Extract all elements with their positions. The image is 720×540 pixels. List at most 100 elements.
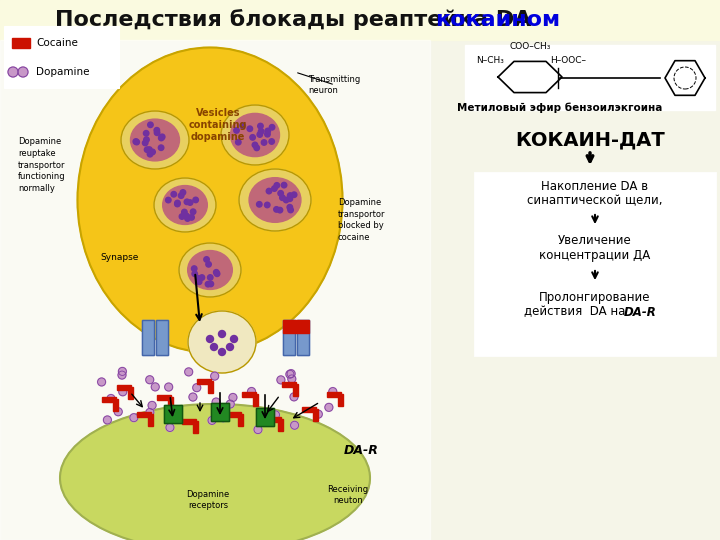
Ellipse shape <box>278 191 284 196</box>
Ellipse shape <box>204 256 210 262</box>
Ellipse shape <box>185 216 190 221</box>
Ellipse shape <box>158 135 164 141</box>
Ellipse shape <box>121 111 189 169</box>
Ellipse shape <box>107 395 115 402</box>
Ellipse shape <box>193 197 199 202</box>
Ellipse shape <box>171 192 176 197</box>
Ellipse shape <box>277 376 285 384</box>
Ellipse shape <box>188 251 233 289</box>
Ellipse shape <box>118 367 127 375</box>
Ellipse shape <box>150 149 156 154</box>
Ellipse shape <box>179 193 184 198</box>
Ellipse shape <box>199 275 204 280</box>
Text: DA-R: DA-R <box>624 306 657 319</box>
Ellipse shape <box>187 200 193 205</box>
Ellipse shape <box>247 126 253 131</box>
Bar <box>164 405 182 423</box>
Ellipse shape <box>147 147 152 152</box>
Ellipse shape <box>210 343 217 350</box>
Bar <box>4 26 119 88</box>
Bar <box>278 419 283 431</box>
Ellipse shape <box>166 197 171 203</box>
Bar <box>157 395 171 400</box>
Ellipse shape <box>154 127 160 133</box>
Bar <box>113 399 118 411</box>
Bar <box>208 381 213 393</box>
Text: Dopamine: Dopamine <box>36 67 89 77</box>
Ellipse shape <box>163 186 207 225</box>
Ellipse shape <box>196 275 201 281</box>
Ellipse shape <box>265 131 270 137</box>
Ellipse shape <box>325 403 333 411</box>
Ellipse shape <box>219 414 228 422</box>
Text: Пролонгирование: Пролонгирование <box>539 291 651 303</box>
Ellipse shape <box>190 209 196 214</box>
Ellipse shape <box>284 197 289 202</box>
Text: действия  DA на: действия DA на <box>524 306 629 319</box>
Text: Transmitting
neuron: Transmitting neuron <box>308 75 360 96</box>
Ellipse shape <box>279 195 285 200</box>
Bar <box>256 408 274 426</box>
Ellipse shape <box>148 401 156 409</box>
Ellipse shape <box>254 426 262 434</box>
Bar <box>283 320 295 355</box>
Ellipse shape <box>266 188 271 194</box>
Ellipse shape <box>192 266 197 271</box>
Text: Увеличение: Увеличение <box>558 234 632 247</box>
Bar <box>168 397 173 409</box>
Text: H–OOC–: H–OOC– <box>550 56 586 65</box>
Bar <box>117 385 131 390</box>
Ellipse shape <box>229 394 237 401</box>
Ellipse shape <box>212 398 220 406</box>
Text: Последствия блокады реаптейка DA: Последствия блокады реаптейка DA <box>55 10 539 30</box>
Ellipse shape <box>256 201 262 207</box>
Ellipse shape <box>192 271 197 276</box>
Ellipse shape <box>207 335 214 342</box>
Ellipse shape <box>248 388 256 395</box>
Ellipse shape <box>151 383 159 391</box>
Ellipse shape <box>207 275 213 280</box>
Ellipse shape <box>292 192 297 198</box>
Ellipse shape <box>205 281 211 287</box>
Ellipse shape <box>291 421 299 429</box>
Bar <box>238 414 243 426</box>
Bar <box>297 320 309 355</box>
Bar <box>283 320 309 333</box>
Ellipse shape <box>274 183 279 188</box>
Ellipse shape <box>249 178 301 222</box>
Ellipse shape <box>133 139 138 144</box>
Ellipse shape <box>154 178 216 232</box>
Bar <box>313 409 318 421</box>
Text: Cocaine: Cocaine <box>36 38 78 48</box>
Bar <box>282 382 296 387</box>
Bar <box>137 412 151 417</box>
Ellipse shape <box>269 125 275 130</box>
Bar <box>156 320 168 355</box>
Ellipse shape <box>188 311 256 373</box>
Text: Dopamine
receptors: Dopamine receptors <box>186 490 230 510</box>
Ellipse shape <box>193 384 201 392</box>
Ellipse shape <box>218 348 225 355</box>
Ellipse shape <box>287 196 292 201</box>
Ellipse shape <box>175 201 180 207</box>
Ellipse shape <box>258 123 264 129</box>
Text: Метиловый эфир бензоилэкгоина: Метиловый эфир бензоилэкгоина <box>457 103 662 113</box>
Ellipse shape <box>235 139 241 145</box>
Ellipse shape <box>208 416 216 424</box>
Ellipse shape <box>148 122 153 127</box>
Ellipse shape <box>159 134 165 139</box>
Bar <box>197 379 211 384</box>
Ellipse shape <box>277 207 283 213</box>
Text: Vesicles
containing
dopamine: Vesicles containing dopamine <box>189 107 247 143</box>
Text: COO–CH₃: COO–CH₃ <box>509 42 551 51</box>
Ellipse shape <box>221 105 289 165</box>
Bar <box>102 397 116 402</box>
Bar <box>148 414 153 426</box>
Ellipse shape <box>60 404 370 540</box>
Bar <box>142 320 154 355</box>
Text: концентрации ДА: концентрации ДА <box>539 249 651 262</box>
Ellipse shape <box>261 140 267 145</box>
Ellipse shape <box>287 193 293 198</box>
Ellipse shape <box>158 145 164 151</box>
Ellipse shape <box>118 371 126 379</box>
